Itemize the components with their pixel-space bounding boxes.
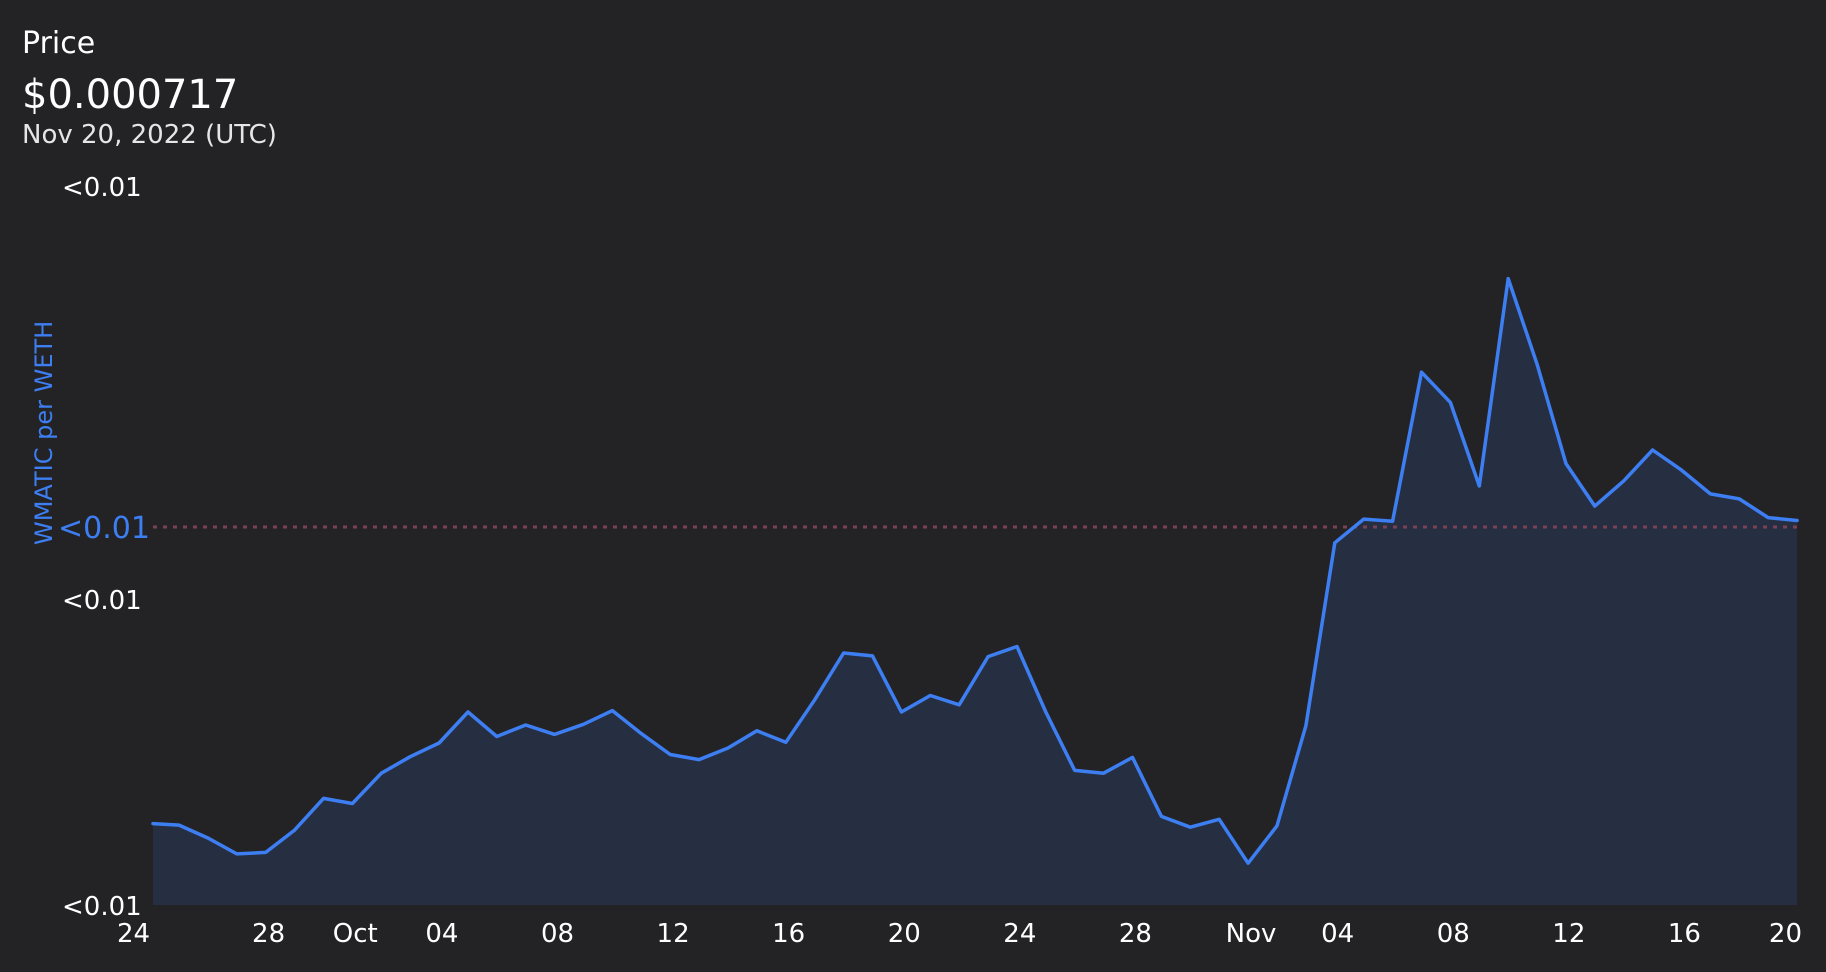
reference-value-label: <0.01 — [58, 511, 150, 546]
x-tick-label: 28 — [1119, 919, 1152, 949]
x-tick-label: 12 — [657, 919, 690, 949]
x-tick-label: 16 — [772, 919, 805, 949]
x-tick-label: Oct — [333, 919, 378, 949]
y-tick-label: <0.01 — [62, 586, 142, 616]
x-tick-label: 28 — [252, 919, 285, 949]
x-tick-label: 20 — [1769, 919, 1802, 949]
x-tick-label: 20 — [888, 919, 921, 949]
x-tick-label: 04 — [1321, 919, 1354, 949]
x-tick-label: 24 — [1003, 919, 1036, 949]
current-price: $0.000717 — [22, 72, 239, 118]
price-date: Nov 20, 2022 (UTC) — [22, 120, 277, 150]
y-axis-title: WMATIC per WETH — [30, 321, 58, 545]
x-tick-label: 08 — [541, 919, 574, 949]
y-tick-label: <0.01 — [62, 173, 142, 203]
y-tick-label: <0.01 — [62, 892, 142, 922]
price-line — [151, 276, 1799, 865]
price-area — [153, 278, 1798, 906]
price-label: Price — [22, 26, 96, 61]
x-tick-label: Nov — [1226, 919, 1277, 949]
x-tick-label: 12 — [1552, 919, 1585, 949]
x-tick-label: 16 — [1668, 919, 1701, 949]
x-tick-label: 08 — [1437, 919, 1470, 949]
x-tick-label: 04 — [425, 919, 458, 949]
x-tick-label: 24 — [117, 919, 150, 949]
